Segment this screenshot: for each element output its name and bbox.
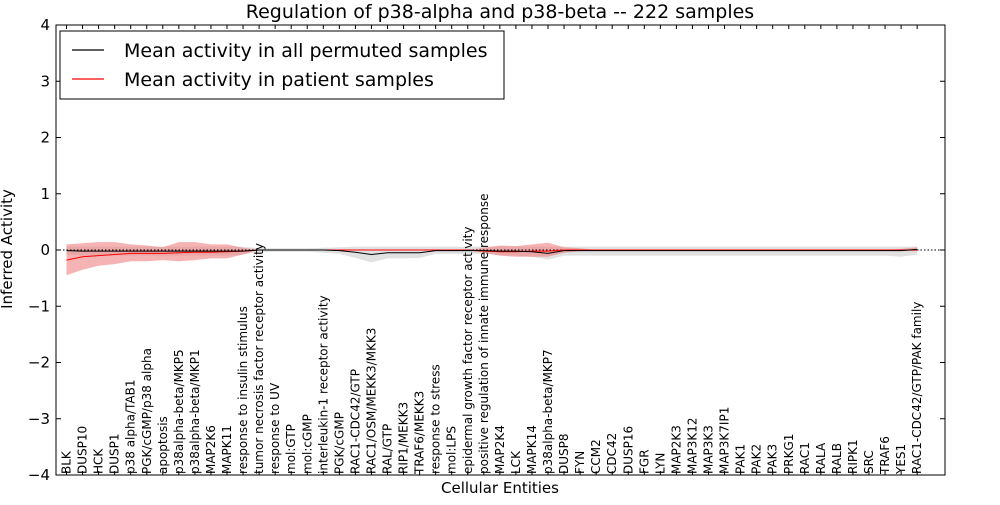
legend-label-patient: Mean activity in patient samples [124, 69, 434, 91]
x-tick-label: RAC1-CDC42/GTP/PAK family [910, 302, 924, 474]
x-tick-label: MAP3K3 [702, 425, 716, 474]
x-tick-label: positive regulation of innate immune res… [477, 194, 491, 474]
x-tick-label: SRC [862, 450, 876, 474]
x-tick-label: PAK1 [734, 444, 748, 474]
legend-box [59, 30, 505, 100]
x-tick-label: LYN [653, 453, 667, 474]
x-tick-label: MAPK14 [525, 425, 539, 474]
x-tick-label: FYN [573, 451, 587, 474]
x-tick-label: TRAF6 [878, 436, 892, 475]
x-tick-label: RIPK1 [846, 439, 860, 474]
y-tick-label: 4 [40, 16, 50, 34]
legend-label-permuted: Mean activity in all permuted samples [124, 40, 487, 62]
x-tick-label: DUSP16 [621, 426, 635, 474]
x-tick-label: p38 alpha/TAB1 [124, 380, 138, 474]
x-tick-label: PGK/cGMP [332, 412, 346, 474]
chart-title: Regulation of p38-alpha and p38-beta -- … [246, 1, 754, 23]
x-tick-label: FGR [637, 449, 651, 474]
x-tick-label: PRKG1 [782, 434, 796, 474]
x-tick-label: RIP1/MEKK3 [397, 402, 411, 474]
x-tick-label: p38alpha-beta/MKP5 [172, 349, 186, 474]
x-axis-label: Cellular Entities [441, 479, 559, 497]
x-tick-label: RAC1 [798, 442, 812, 474]
x-tick-label: PAK3 [766, 444, 780, 474]
axes: −4 −3 −2 −1 0 1 2 3 4 BLK DUSP10 HCK DUSP1 p38 alpha/… [28, 16, 945, 484]
x-tick-label: response to UV [268, 382, 282, 474]
x-tick-label: BLK [60, 450, 74, 474]
x-tick-label: TRAF6/MEKK3 [413, 391, 427, 475]
x-tick-label: PGK/cGMP/p38 alpha [140, 348, 154, 474]
x-tick-label: PAK2 [750, 444, 764, 474]
x-tick-label: MAP2K6 [204, 425, 218, 474]
y-tick-label: −1 [28, 297, 50, 315]
y-tick-label: −3 [28, 410, 50, 428]
x-tick-label: epidermal growth factor receptor activit… [461, 227, 475, 474]
x-tick-label: p38alpha-beta/MKP7 [541, 349, 555, 474]
x-tick-label: interleukin-1 receptor activity [316, 295, 330, 474]
y-tick-label: 0 [40, 241, 50, 259]
x-tick-label: MAP2K3 [669, 425, 683, 474]
x-tick-label: RAC1-CDC42/GTP [348, 369, 362, 474]
y-tick-label: 3 [40, 72, 50, 90]
x-tick-label: RAC1/OSM/MEKK3/MKK3 [364, 328, 378, 474]
x-tick-label: mol:LPS [445, 426, 459, 474]
x-tick-label: mol:GTP [284, 424, 298, 474]
x-tick-label: DUSP1 [108, 433, 122, 474]
x-tick-label: YES1 [894, 444, 908, 475]
x-tick-label: RALA [814, 442, 828, 474]
x-tick-label: RALB [830, 443, 844, 474]
series-line-permuted [66, 248, 918, 256]
x-tick-label: LCK [509, 450, 523, 474]
series-line-patient [66, 249, 918, 261]
x-tick-label: RAL/GTP [381, 424, 395, 474]
x-tick-label: MAP3K7IP1 [718, 407, 732, 474]
y-tick-label: 2 [40, 129, 50, 147]
x-tick-label: tumor necrosis factor receptor activity [252, 243, 266, 474]
x-tick-label: response to stress [429, 364, 443, 474]
legend: Mean activity in all permuted samples Me… [59, 30, 505, 100]
x-tick-label: CDC42 [605, 433, 619, 474]
x-tick-label: DUSP10 [76, 426, 90, 474]
x-tick-label: CCM2 [589, 439, 603, 474]
x-tick-label: DUSP8 [557, 433, 571, 474]
y-tick-label: −2 [28, 354, 50, 372]
plot-area [56, 242, 945, 276]
x-tick-label: MAP3K12 [686, 417, 700, 474]
x-tick-label: response to insulin stimulus [236, 306, 250, 474]
y-tick-label: −4 [28, 466, 50, 484]
x-tick-label: mol:cGMP [300, 414, 314, 474]
x-tick-label: MAPK11 [220, 425, 234, 474]
band-patient [66, 242, 918, 276]
x-tick-label: MAP2K4 [493, 425, 507, 474]
x-tick-label: HCK [92, 448, 106, 474]
y-axis-label: Inferred Activity [0, 189, 16, 309]
x-tick-label: apoptosis [156, 416, 170, 474]
x-tick-label: p38alpha-beta/MKP1 [188, 349, 202, 474]
y-tick-label: 1 [40, 185, 50, 203]
